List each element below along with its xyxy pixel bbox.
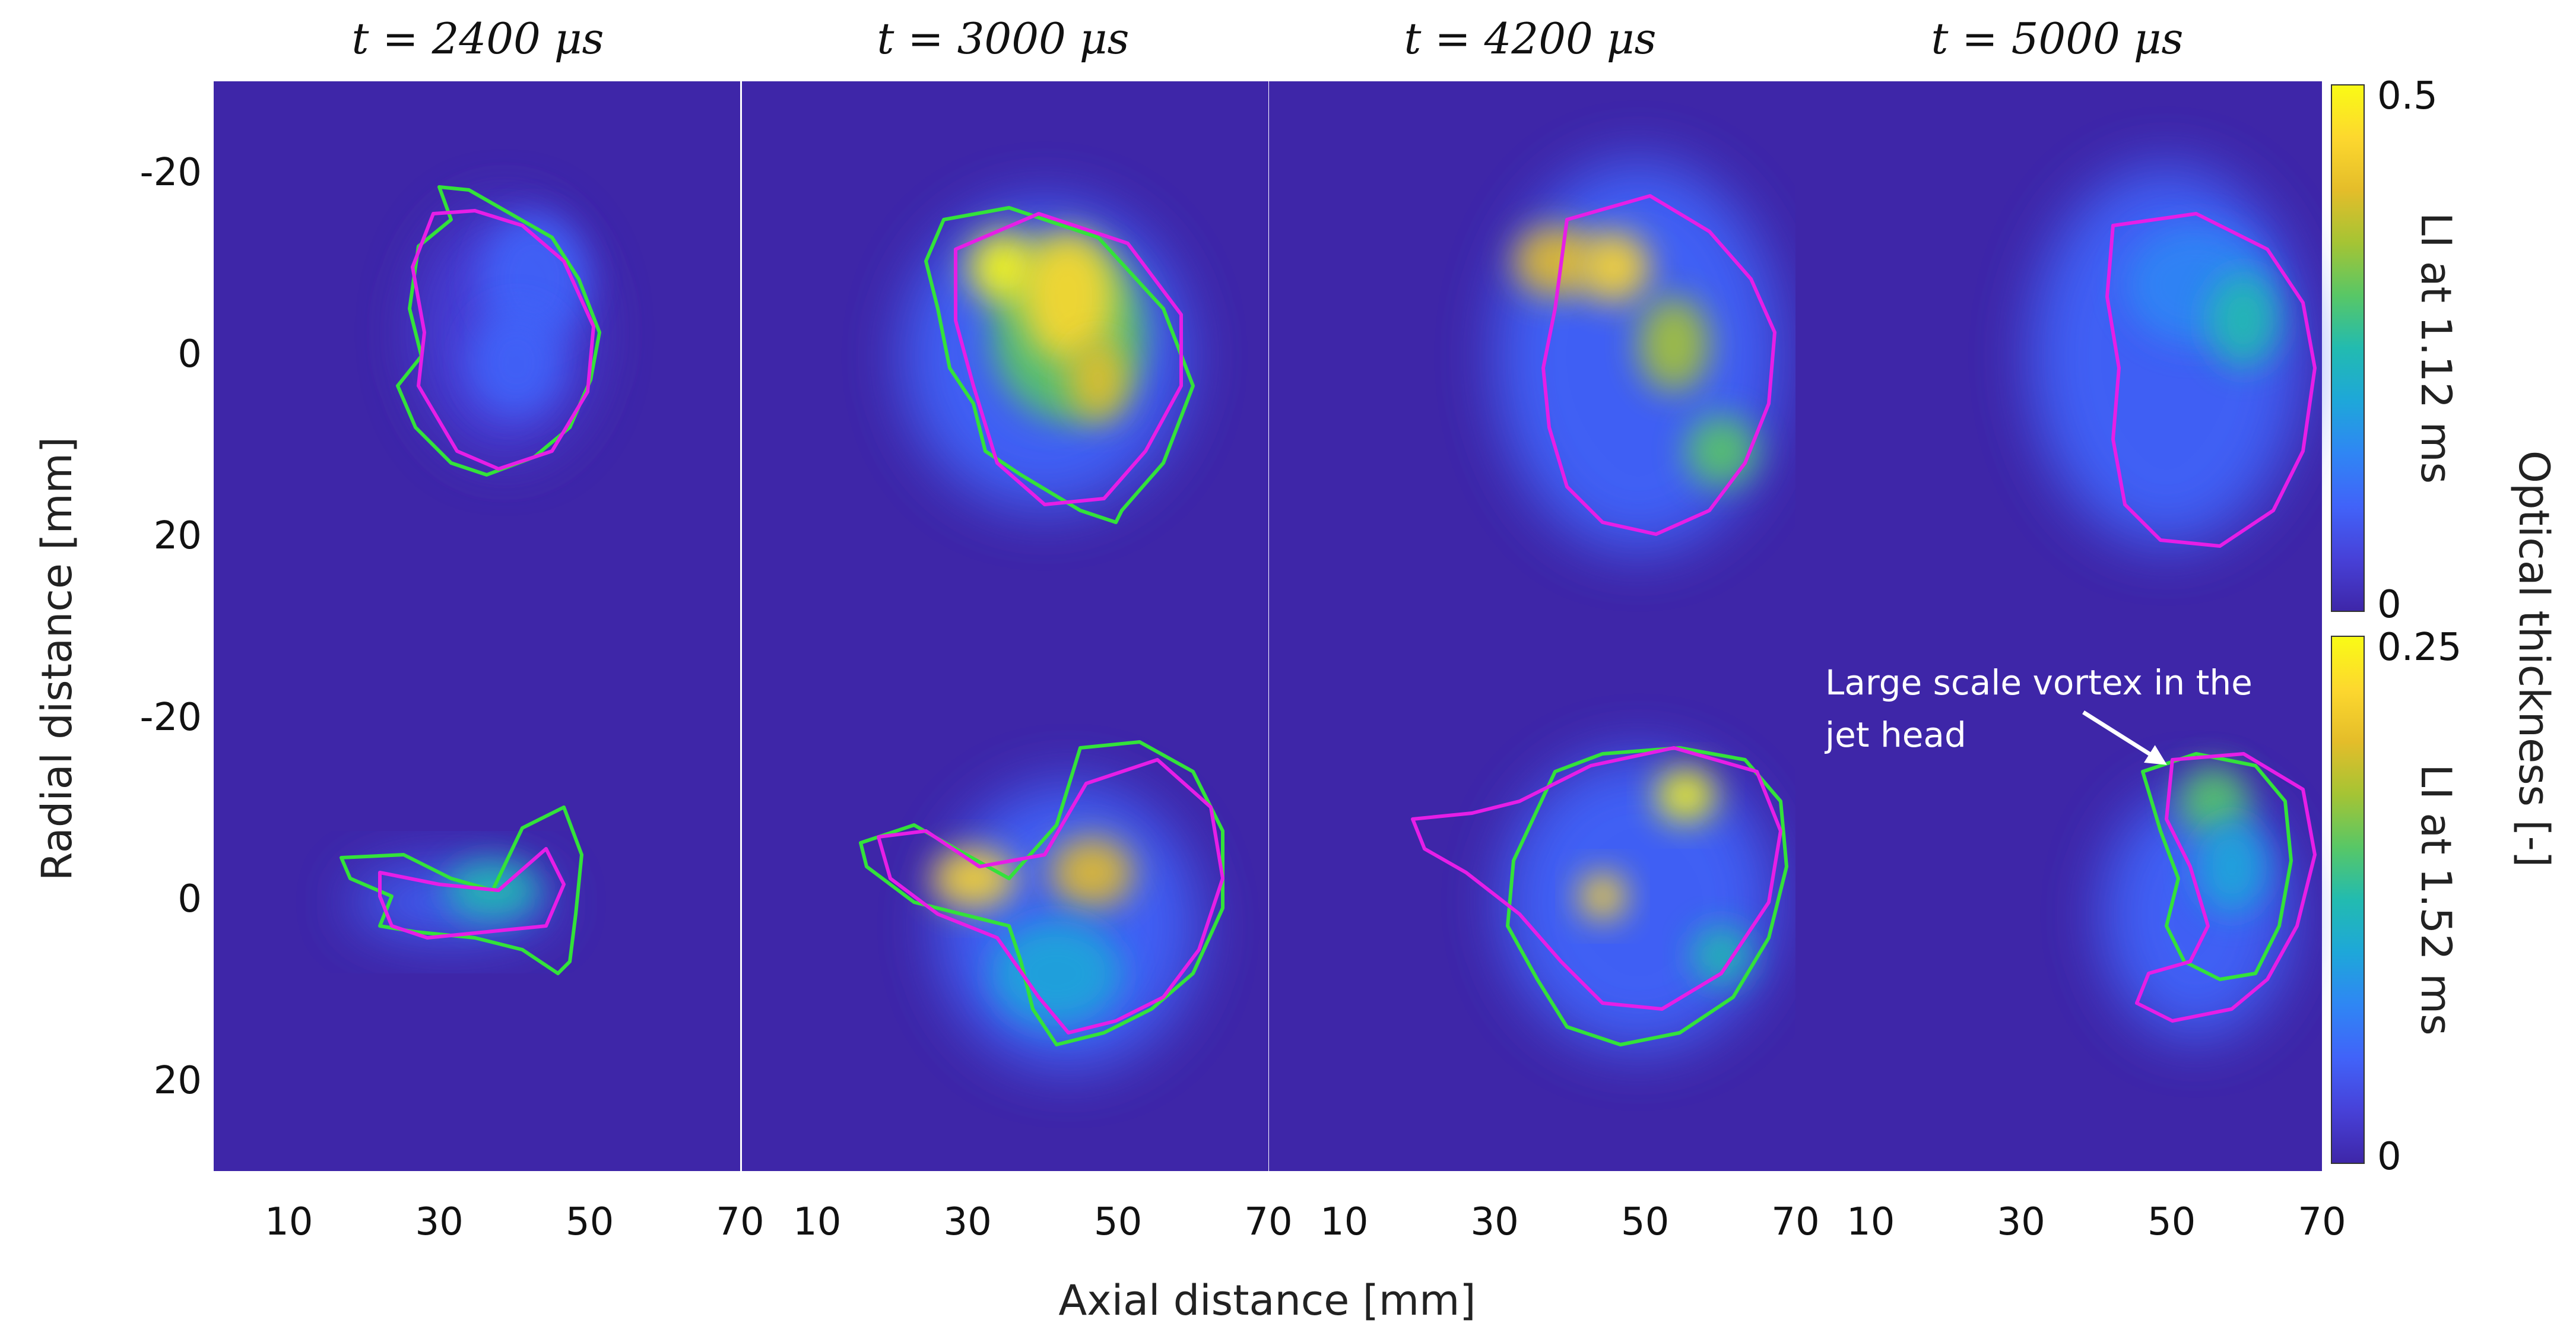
x-tick-label: 50 — [2147, 1200, 2196, 1244]
colorbar-1 — [2331, 84, 2365, 612]
contour-magenta-r2-p4 — [2135, 752, 2317, 1023]
x-tick-label: 70 — [1771, 1200, 1819, 1244]
plume-blob — [1692, 926, 1751, 985]
contour-magenta-r1-p4 — [2105, 212, 2317, 548]
contour-green-r2-p3 — [1506, 746, 1788, 1046]
plume-r1-c4 — [2030, 166, 2303, 546]
plume-blob — [1656, 769, 1715, 822]
annotation-text: Large scale vortex in the jet head — [1824, 662, 2263, 755]
x-tick-label: 30 — [1470, 1200, 1518, 1244]
annotation-line-1: Large scale vortex in the — [1825, 662, 2253, 703]
y-tick-label: 0 — [177, 332, 202, 376]
plume-blob — [1051, 837, 1134, 908]
plume-blob — [2208, 273, 2279, 368]
y-tick-label: 20 — [154, 1059, 202, 1103]
annotation-line-2: jet head — [1824, 715, 1966, 755]
contour-magenta-r1-p1 — [411, 209, 595, 471]
contour-magenta-r2-p2 — [877, 758, 1224, 1035]
x-tick-label: 10 — [265, 1200, 313, 1244]
y-tick-label: -20 — [139, 151, 202, 195]
plume-blob — [1579, 231, 1650, 303]
annotation-arrow — [2082, 710, 2167, 765]
panel-grid — [214, 81, 2322, 1171]
x-tick-label: 50 — [1621, 1200, 1669, 1244]
panel-title-3: t = 4200 μs — [1404, 14, 1657, 64]
x-tick-label: 70 — [1244, 1200, 1292, 1244]
tick-layer: 10 10 10 10 30 30 30 30 50 50 50 50 70 70 70 70 -20 -20 0 0… — [139, 151, 2346, 1244]
colorbar-2-label: LI at 1.52 ms — [2412, 764, 2460, 1035]
colorbar-1-min-label: 0 — [2377, 583, 2401, 627]
colorbar-1-max-label: 0.5 — [2377, 74, 2438, 118]
x-tick-label: 50 — [1094, 1200, 1142, 1244]
contour-magenta-r1-p3 — [1541, 194, 1776, 536]
plume-blob — [967, 231, 1039, 303]
y-tick-label: -20 — [139, 696, 202, 740]
contour-magenta-r2-p1 — [378, 847, 566, 940]
contour-layer — [340, 185, 2317, 1046]
panel-title-1: t = 2400 μs — [352, 14, 604, 64]
plume-blob — [1068, 338, 1128, 421]
contour-green-r2-p2 — [859, 740, 1224, 1046]
plume-blob — [1496, 160, 1781, 552]
plume-blob — [1638, 297, 1709, 392]
x-tick-label: 30 — [415, 1200, 463, 1244]
x-tick-label: 10 — [1320, 1200, 1368, 1244]
x-tick-label: 10 — [793, 1200, 841, 1244]
panel-title-2: t = 3000 μs — [877, 14, 1130, 64]
contour-magenta-r1-p2 — [954, 212, 1183, 506]
plume-blob — [2196, 819, 2267, 914]
colorbar-2-min-label: 0 — [2377, 1135, 2401, 1179]
x-axis-label: Axial distance [mm] — [1058, 1276, 1476, 1325]
x-tick-label: 70 — [716, 1200, 764, 1244]
plume-blob — [469, 309, 564, 415]
plume-blob — [1579, 873, 1626, 920]
plume-blob — [1021, 231, 1116, 362]
plume-r1-c2 — [902, 202, 1187, 510]
x-tick-label: 50 — [566, 1200, 614, 1244]
y-tick-label: 0 — [177, 877, 202, 921]
plume-blob — [1686, 415, 1757, 487]
y-axis-label: Radial distance [mm] — [33, 437, 81, 881]
plume-r1-c3 — [1496, 160, 1781, 552]
x-tick-label: 10 — [1847, 1200, 1895, 1244]
colorbar-1-label: LI at 1.12 ms — [2412, 212, 2460, 484]
y-tick-label: 20 — [154, 514, 202, 558]
colorbar-title: Optical thickness [-] — [2510, 450, 2558, 867]
contour-green-r2-p1 — [340, 805, 583, 975]
colorbar-2-max-label: 0.25 — [2377, 626, 2462, 670]
plume-r1-c1 — [415, 208, 594, 457]
x-tick-label: 30 — [1997, 1200, 2045, 1244]
x-tick-label: 70 — [2298, 1200, 2346, 1244]
contour-green-r2-p4 — [2141, 752, 2293, 981]
contour-magenta-r2-p3 — [1411, 746, 1782, 1011]
panel-title-4: t = 5000 μs — [1931, 14, 2184, 64]
x-tick-label: 30 — [943, 1200, 991, 1244]
plume-r2-c3 — [1502, 754, 1775, 1051]
plume-blob — [1514, 226, 1597, 297]
contour-green-r1-p2 — [924, 206, 1195, 524]
colorbar-2 — [2331, 636, 2365, 1164]
plume-blob — [991, 920, 1122, 1027]
